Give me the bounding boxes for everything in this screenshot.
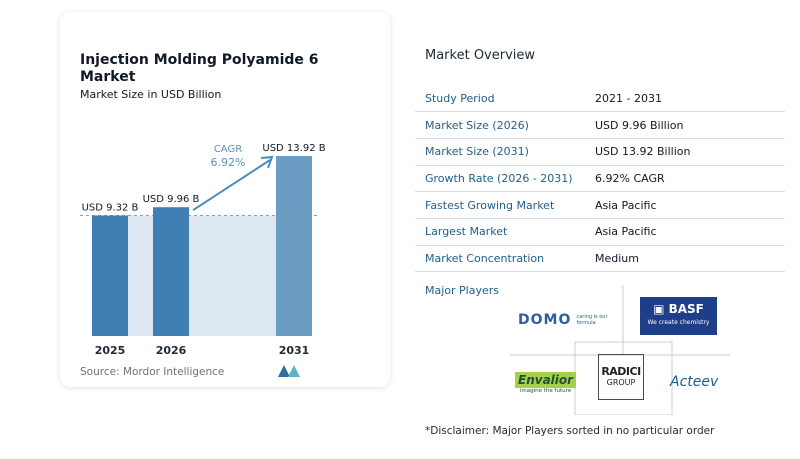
- cagr-value: 6.92%: [211, 156, 246, 169]
- overview-title: Market Overview: [425, 48, 536, 63]
- envalior-logo: Envalior imagine the future: [515, 372, 577, 394]
- overview-table: Study Period 2021 - 2031 Market Size (2026…: [415, 85, 785, 273]
- overview-row: Study Period 2021 - 2031: [415, 85, 785, 113]
- overview-row-label: Study Period: [415, 85, 585, 113]
- acteev-logo: Acteev: [670, 374, 719, 390]
- overview-row-value: 2021 - 2031: [585, 85, 785, 113]
- overview-row: Market Size (2031) USD 13.92 Billion: [415, 138, 785, 166]
- disclaimer: *Disclaimer: Major Players sorted in no …: [425, 425, 715, 437]
- overview-row-value: Asia Pacific: [585, 218, 785, 246]
- data-label: USD 9.96 B: [143, 194, 200, 205]
- overview-row-label: Market Concentration: [415, 245, 585, 273]
- domo-logo: DOMO caring is our formula: [518, 312, 608, 328]
- overview-row-value: USD 13.92 Billion: [585, 138, 785, 166]
- overview-row-value: 6.92% CAGR: [585, 165, 785, 193]
- x-tick-label: 2026: [156, 344, 187, 357]
- x-tick-label: 2025: [95, 344, 126, 357]
- cagr-arrow-head: [260, 155, 274, 169]
- basf-logo: ▣ BASF We create chemistry: [640, 297, 717, 335]
- x-tick-label: 2031: [279, 344, 310, 357]
- overview-row: Largest Market Asia Pacific: [415, 218, 785, 246]
- cagr-arrow: [192, 159, 271, 212]
- mordor-logo-icon: [278, 365, 300, 377]
- overview-row-value: USD 9.96 Billion: [585, 111, 785, 139]
- data-label: USD 9.32 B: [82, 202, 139, 213]
- overview-row-label: Growth Rate (2026 - 2031): [415, 165, 585, 193]
- bar-2031: [276, 156, 312, 336]
- bar-2025: [92, 215, 128, 336]
- radici-logo: RADICI GROUP: [598, 354, 644, 400]
- overview-row-label: Largest Market: [415, 218, 585, 246]
- chart-title: Injection Molding Polyamide 6 Market: [80, 52, 319, 85]
- overview-row-label: Market Size (2031): [415, 138, 585, 166]
- overview-row-value: Asia Pacific: [585, 191, 785, 219]
- bar-2026: [153, 207, 189, 336]
- cagr-band: [92, 215, 312, 336]
- bar-chart: USD 9.32 B 2025 USD 9.96 B 2026 USD 13.92 B 2…: [80, 143, 326, 357]
- overview-row-label: Fastest Growing Market: [415, 191, 585, 219]
- overview-row-label: Market Size (2026): [415, 111, 585, 139]
- chart-subtitle: Market Size in USD Billion: [80, 88, 222, 101]
- cagr-label: CAGR: [214, 144, 242, 155]
- overview-row: Fastest Growing Market Asia Pacific: [415, 191, 785, 219]
- overview-row: Market Size (2026) USD 9.96 Billion: [415, 111, 785, 139]
- overview-row-value: Medium: [585, 245, 785, 273]
- data-label: USD 13.92 B: [262, 143, 325, 154]
- overview-row: Market Concentration Medium: [415, 245, 785, 273]
- major-players-title: Major Players: [425, 284, 499, 297]
- overview-row: Growth Rate (2026 - 2031) 6.92% CAGR: [415, 165, 785, 193]
- source-text: Source: Mordor Intelligence: [80, 366, 225, 378]
